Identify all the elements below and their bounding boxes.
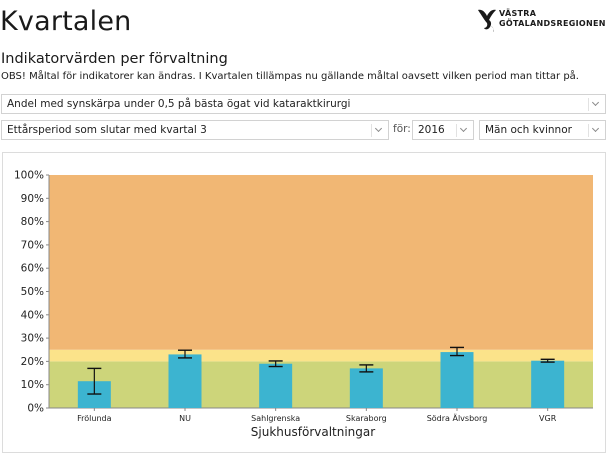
target-zone-1 (49, 349, 593, 362)
y-tick-label: 90% (21, 193, 44, 205)
x-tick-label: Södra Älvsborg (427, 413, 488, 423)
indicator-bar-chart: 0% 10% 20% 30% 40% 50% 60% 70% 80% 90% 100% Frölund… (14, 170, 593, 439)
year-select[interactable]: 2016 (412, 120, 474, 140)
y-tick-label: 20% (21, 356, 44, 368)
logo-line-2: GÖTALANDSREGIONEN (499, 18, 606, 28)
y-tick-label: 50% (21, 286, 44, 298)
logo-text: VÄSTRA GÖTALANDSREGIONEN (499, 9, 606, 28)
gender-select[interactable]: Män och kvinnor (479, 120, 606, 140)
y-tick-label: 30% (21, 333, 44, 345)
bar (440, 352, 474, 408)
y-tick-label: 0% (27, 403, 44, 415)
app-title: Kvartalen (0, 6, 132, 37)
chart-panel: 0% 10% 20% 30% 40% 50% 60% 70% 80% 90% 100% Frölund… (2, 152, 606, 453)
x-tick-label: NU (179, 414, 191, 423)
bar (168, 354, 202, 408)
indicator-select-value: Andel med synskärpa under 0,5 på bästa ö… (7, 98, 351, 110)
vgr-emblem-icon (478, 9, 496, 32)
target-zone-0 (49, 361, 593, 408)
y-tick-label: 80% (21, 216, 44, 228)
x-axis-title: Sjukhusförvaltningar (251, 425, 375, 439)
gender-select-value: Män och kvinnor (485, 124, 572, 136)
bar (349, 368, 383, 408)
notice-text: OBS! Måltal för indikatorer kan ändras. … (1, 71, 579, 82)
bar (259, 363, 293, 408)
chevron-down-icon (588, 98, 601, 111)
bar (531, 360, 565, 408)
logo-line-1: VÄSTRA (499, 9, 537, 18)
y-tick-label: 70% (21, 239, 44, 251)
x-tick-label: Frölunda (77, 414, 111, 423)
chevron-down-icon (371, 124, 384, 137)
chevron-down-icon (588, 124, 601, 137)
x-tick-label: Skaraborg (346, 414, 387, 423)
y-tick-label: 100% (14, 170, 44, 182)
x-tick-label: Sahlgrenska (251, 414, 300, 423)
indicator-select[interactable]: Andel med synskärpa under 0,5 på bästa ö… (1, 94, 606, 114)
period-select-value: Ettårsperiod som slutar med kvartal 3 (7, 124, 207, 136)
vgr-logo: VÄSTRA GÖTALANDSREGIONEN (476, 7, 608, 37)
y-tick-label: 10% (21, 379, 44, 391)
for-label: för: (393, 123, 411, 135)
page-subtitle: Indikatorvärden per förvaltning (1, 51, 228, 67)
x-tick-label: VGR (539, 414, 557, 423)
y-tick-label: 40% (21, 309, 44, 321)
target-zone-2 (49, 175, 593, 350)
year-select-value: 2016 (418, 124, 445, 136)
period-select[interactable]: Ettårsperiod som slutar med kvartal 3 (1, 120, 389, 140)
y-tick-label: 60% (21, 263, 44, 275)
chevron-down-icon (456, 124, 469, 137)
